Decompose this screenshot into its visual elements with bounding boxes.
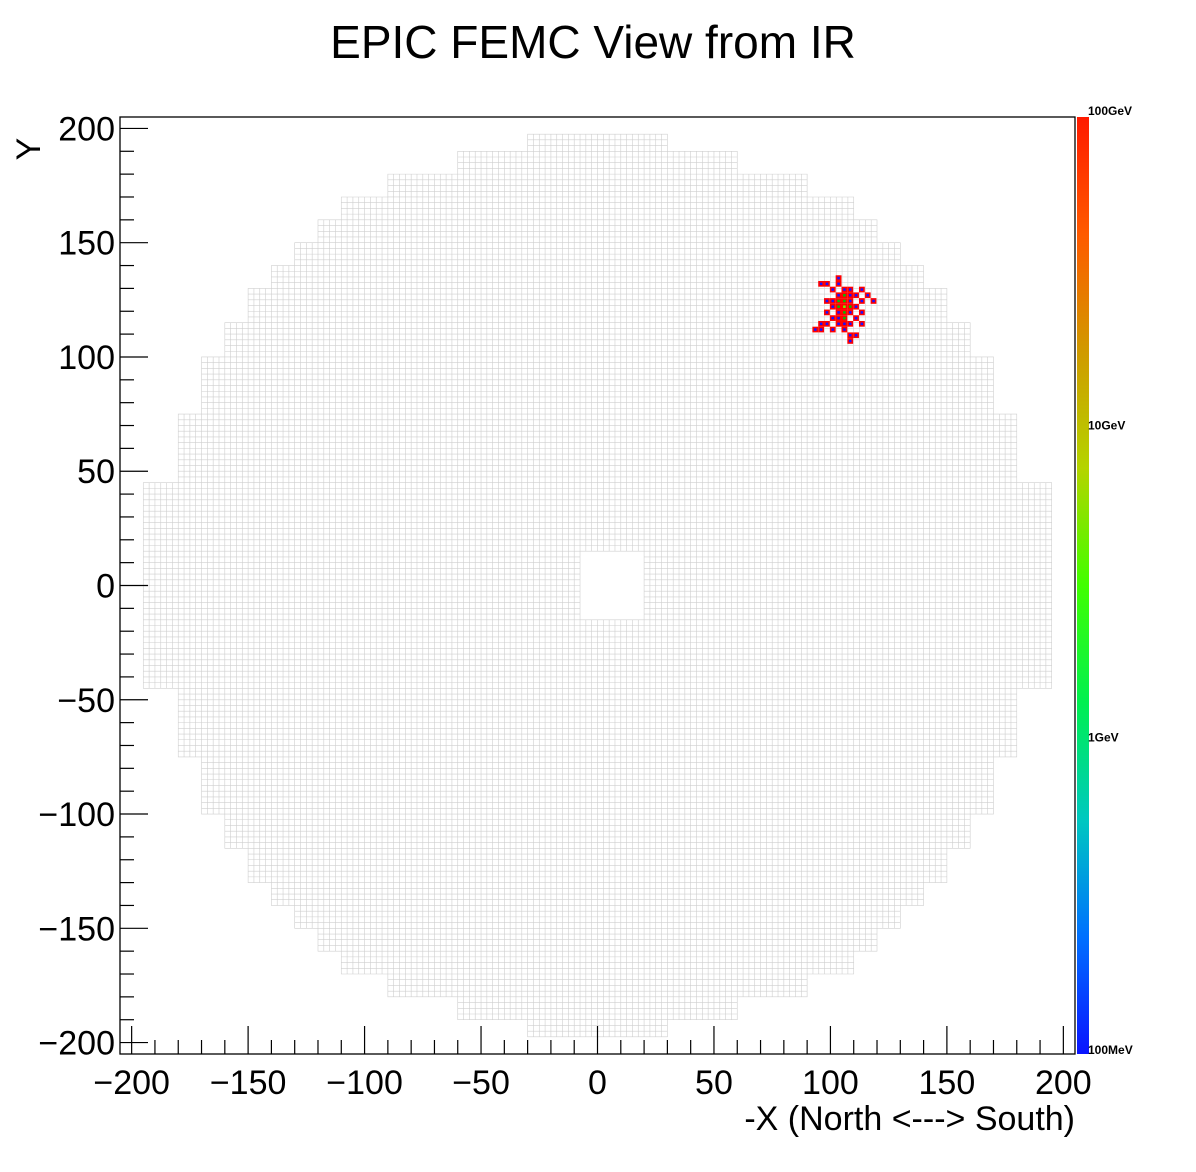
palette-labels: 100GeV 10GeV 1GeV 100MeV xyxy=(1088,104,1133,1057)
hit-cell xyxy=(860,311,864,314)
x-tick-label: −50 xyxy=(452,1064,510,1102)
hit-cell xyxy=(825,311,829,314)
y-tick-label: 100 xyxy=(58,339,115,377)
hit-cell xyxy=(843,288,846,291)
y-tick-label: −200 xyxy=(38,1025,115,1063)
hit-cell xyxy=(848,288,852,291)
hit-cell xyxy=(837,276,840,280)
x-axis-label: -X (North <---> South) xyxy=(744,1100,1075,1138)
y-tick-label: −100 xyxy=(38,796,115,834)
x-tick-label: 50 xyxy=(695,1064,733,1102)
hit-cell xyxy=(848,294,852,297)
palette-label: 100MeV xyxy=(1088,1043,1133,1057)
x-tick-label: −200 xyxy=(93,1064,170,1102)
hit-cell xyxy=(843,322,846,326)
hit-cell xyxy=(825,299,829,303)
hit-cell xyxy=(843,305,846,308)
hit-cell xyxy=(837,294,840,297)
x-tick-label: 150 xyxy=(919,1064,976,1102)
palette-label: 100GeV xyxy=(1088,104,1132,118)
y-tick-label: 0 xyxy=(96,568,115,606)
hit-cell xyxy=(854,333,858,337)
hit-cell xyxy=(860,288,864,291)
y-tick-label: 200 xyxy=(58,110,115,148)
x-tick-label: 0 xyxy=(588,1064,607,1102)
detector-cell-grid xyxy=(142,133,1052,1038)
chart-title: EPIC FEMC View from IR xyxy=(330,16,856,68)
hit-cell xyxy=(843,299,846,303)
hit-cell xyxy=(837,322,840,326)
hit-cell xyxy=(848,322,852,326)
y-tick-label: 50 xyxy=(77,453,115,491)
hit-cell xyxy=(843,294,846,297)
y-tick-label: 150 xyxy=(58,225,115,263)
palette-label: 1GeV xyxy=(1088,731,1119,745)
hit-cell xyxy=(837,316,840,320)
x-tick-label: −100 xyxy=(326,1064,403,1102)
x-tick-label: −150 xyxy=(210,1064,287,1102)
hit-cell xyxy=(837,282,840,286)
hit-cell xyxy=(843,316,846,320)
hit-cell xyxy=(854,294,858,297)
hit-cell xyxy=(819,328,823,331)
hit-cell xyxy=(848,333,852,337)
hit-cell xyxy=(831,305,835,308)
hit-cell xyxy=(848,339,852,343)
hit-cell xyxy=(866,294,869,297)
detector-cells xyxy=(142,133,1052,1038)
hit-cell xyxy=(825,322,829,326)
y-tick-label: −50 xyxy=(57,682,115,720)
hit-cell xyxy=(831,288,835,291)
palette-label: 10GeV xyxy=(1088,418,1125,432)
hit-cell xyxy=(831,316,835,320)
hit-cell xyxy=(831,299,835,303)
y-tick-label: −150 xyxy=(38,910,115,948)
x-tick-label: 100 xyxy=(802,1064,859,1102)
y-axis: 200 150 100 50 0 −50 −100 −150 −200 xyxy=(38,110,148,1063)
hit-cell xyxy=(860,299,864,303)
hit-cell xyxy=(848,311,852,314)
hit-cell xyxy=(872,299,875,303)
hit-cell xyxy=(819,282,823,286)
hit-cell xyxy=(848,299,852,303)
y-axis-label: Y xyxy=(10,138,48,161)
hit-cell xyxy=(860,322,864,326)
color-palette-bar xyxy=(1077,117,1089,1054)
x-axis: −200 −150 −100 −50 0 50 100 150 200 xyxy=(93,1026,1092,1102)
hit-cell xyxy=(843,311,846,314)
hit-cell xyxy=(831,328,835,331)
hit-cell xyxy=(843,328,846,331)
hit-cell xyxy=(825,282,829,286)
hit-cell xyxy=(837,311,840,314)
hit-cell xyxy=(837,305,840,308)
x-tick-label: 200 xyxy=(1035,1064,1092,1102)
hit-cells xyxy=(812,275,877,344)
hit-cell xyxy=(854,316,858,320)
hit-cell xyxy=(819,322,823,326)
hit-cell xyxy=(848,305,852,308)
hit-cell xyxy=(854,305,858,308)
hit-cell xyxy=(814,328,817,331)
hit-cell xyxy=(837,299,840,303)
